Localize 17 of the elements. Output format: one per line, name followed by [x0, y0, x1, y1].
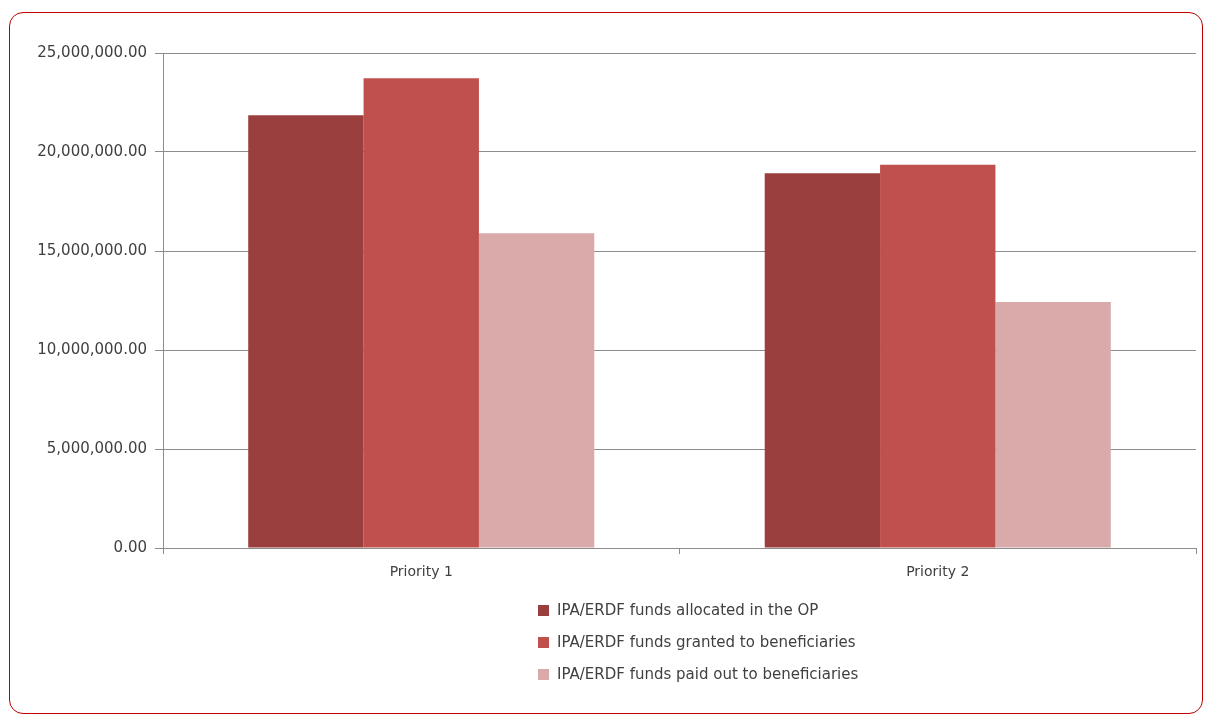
bar [764, 173, 881, 548]
bar [995, 302, 1111, 548]
y-tick-label: 20,000,000.00 [37, 141, 147, 160]
y-tick-label: 15,000,000.00 [37, 240, 147, 259]
bar [248, 115, 364, 548]
legend-label: IPA/ERDF funds allocated in the OP [557, 601, 819, 619]
bar [478, 233, 595, 548]
legend-label: IPA/ERDF funds paid out to beneficiaries [557, 665, 859, 683]
y-tick-label: 0.00 [113, 537, 147, 556]
legend-label: IPA/ERDF funds granted to beneficiaries [557, 633, 856, 651]
bar [880, 164, 996, 548]
bar [363, 78, 479, 548]
y-tick-label: 25,000,000.00 [37, 42, 147, 61]
y-tick-label: 10,000,000.00 [37, 339, 147, 358]
x-tick-label: Priority 1 [389, 563, 453, 580]
x-tick-label: Priority 2 [906, 563, 970, 580]
y-tick-label: 5,000,000.00 [46, 438, 147, 457]
